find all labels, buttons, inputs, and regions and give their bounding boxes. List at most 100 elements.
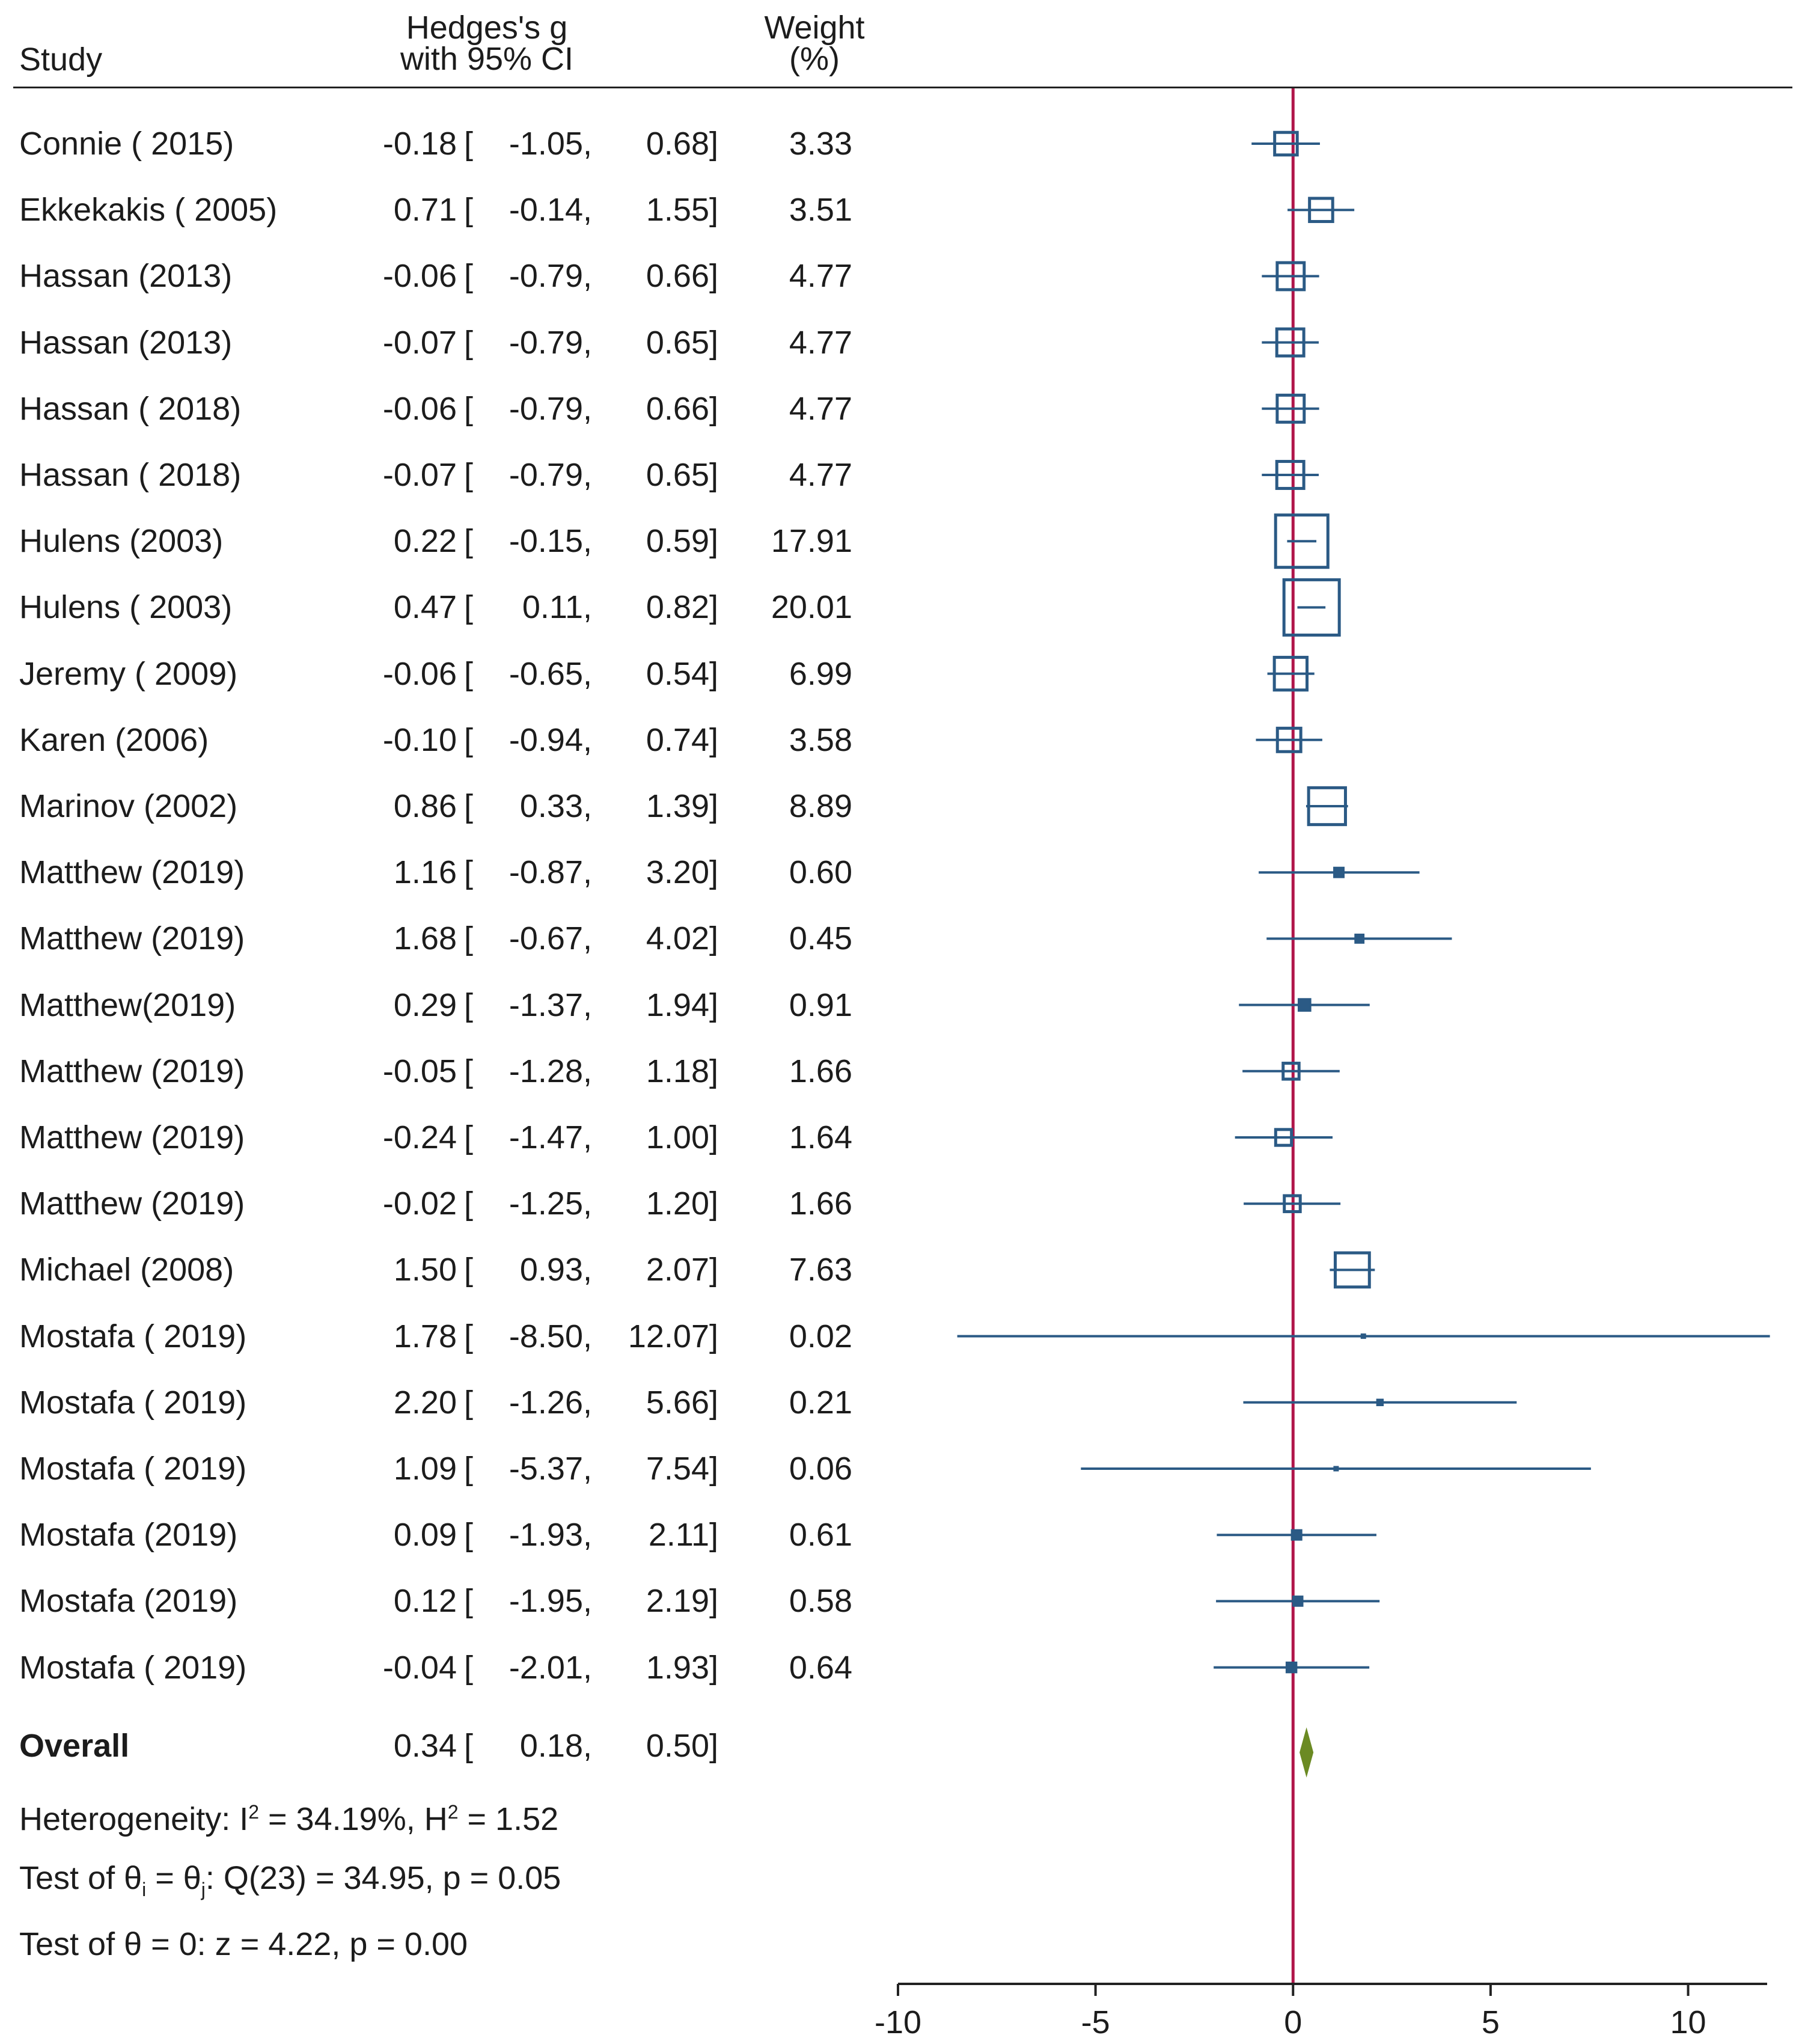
effect-marker [1275, 726, 1303, 753]
weight: 0.06 [789, 1451, 852, 1487]
weight: 3.33 [789, 126, 852, 162]
table-row: Hulens (2003) 0.22[-0.15, 0.59] 17.91 [0, 521, 890, 561]
effect-size: 1.68 [393, 920, 457, 957]
study-name: Jeremy ( 2009) [19, 655, 238, 692]
bracket-open: [ [464, 655, 474, 692]
weight: 20.01 [771, 589, 852, 626]
ci-upper: 1.39] [646, 788, 718, 824]
ci-upper: 0.65] [646, 324, 718, 361]
ci-upper: 2.07] [646, 1252, 718, 1288]
bracket-open: [ [464, 1252, 474, 1288]
bracket-open: [ [464, 1451, 474, 1487]
weight: 0.02 [789, 1318, 852, 1354]
weight: 4.77 [789, 457, 852, 493]
overall-row: Overall 0.34 [ 0.18, 0.50] [0, 1726, 890, 1766]
bracket-open: [ [464, 192, 474, 228]
column-header-weight: Weight (%) [727, 11, 902, 75]
table-row: Hassan ( 2018) -0.06[-0.79, 0.66] 4.77 [0, 389, 890, 429]
effect-marker [1333, 866, 1345, 878]
effect-size: 1.09 [393, 1451, 457, 1487]
table-row: Mostafa ( 2019) 1.09[-5.37, 7.54] 0.06 [0, 1449, 890, 1489]
study-name: Matthew (2019) [19, 1186, 245, 1222]
ci-upper: 4.02] [646, 920, 718, 957]
table-row: Jeremy ( 2009) -0.06[-0.65, 0.54] 6.99 [0, 654, 890, 694]
ci-upper: 3.20] [646, 854, 718, 891]
overall-ci-upper: 0.50] [646, 1728, 718, 1764]
table-row: Matthew (2019) 1.68[-0.67, 4.02] 0.45 [0, 919, 890, 958]
x-tick-label: 0 [1284, 2004, 1302, 2040]
ci-upper: 2.19] [646, 1583, 718, 1620]
ci-upper: 1.55] [646, 192, 718, 228]
effect-marker [1292, 1596, 1304, 1607]
effect-size: 1.78 [393, 1318, 457, 1354]
effect-size: -0.07 [382, 457, 457, 493]
effect-marker [1360, 1333, 1366, 1339]
study-name: Marinov (2002) [19, 788, 238, 824]
bracket-open: [ [464, 1649, 474, 1686]
ci-upper: 0.54] [646, 655, 718, 692]
table-row: Marinov (2002) 0.86[0.33, 1.39] 8.89 [0, 786, 890, 826]
x-tick-label: 10 [1670, 2004, 1706, 2040]
ci-upper: 0.59] [646, 523, 718, 560]
effect-marker [1275, 460, 1306, 490]
ci-upper: 5.66] [646, 1384, 718, 1421]
ci-lower: -1.37, [509, 987, 592, 1023]
study-name: Karen (2006) [19, 721, 209, 758]
ci-upper: 1.20] [646, 1186, 718, 1222]
effect-marker [1307, 786, 1347, 827]
effect-size: 1.16 [393, 854, 457, 891]
ci-upper: 1.94] [646, 987, 718, 1023]
study-name: Connie ( 2015) [19, 126, 234, 162]
table-row: Mostafa ( 2019) 1.78[-8.50, 12.07] 0.02 [0, 1317, 890, 1356]
effect-size: -0.04 [382, 1649, 457, 1686]
table-row: Mostafa ( 2019) -0.04[-2.01, 1.93] 0.64 [0, 1648, 890, 1688]
ci-lower: -0.79, [509, 390, 592, 427]
effect-size: 0.47 [393, 589, 457, 626]
effect-size: 2.20 [393, 1384, 457, 1421]
weight: 0.60 [789, 854, 852, 891]
effect-size: -0.18 [382, 126, 457, 162]
ci-lower: -1.47, [509, 1119, 592, 1155]
ci-lower: -0.87, [509, 854, 592, 891]
homogeneity-test: Test of θi = θj: Q(23) = 34.95, p = 0.05 [19, 1860, 561, 1900]
ci-upper: 1.00] [646, 1119, 718, 1155]
bracket-open: [ [464, 1318, 474, 1354]
effect-marker [1275, 393, 1306, 424]
overall-effect: 0.34 [393, 1728, 457, 1764]
table-row: Karen (2006) -0.10[-0.94, 0.74] 3.58 [0, 720, 890, 760]
bracket-open: [ [464, 1186, 474, 1222]
bracket-open: [ [464, 920, 474, 957]
ci-lower: -0.79, [509, 324, 592, 361]
weight: 1.64 [789, 1119, 852, 1155]
effect-marker [1282, 578, 1341, 637]
bracket-open: [ [464, 457, 474, 493]
ci-upper: 2.11] [648, 1517, 718, 1553]
study-name: Michael (2008) [19, 1252, 234, 1288]
bracket-open: [ [464, 390, 474, 427]
study-name: Hulens (2003) [19, 523, 224, 560]
overall-ci-lower: 0.18, [519, 1728, 592, 1764]
ci-upper: 12.07] [628, 1318, 718, 1354]
effect-marker [1283, 1194, 1302, 1213]
ci-lower: -1.26, [509, 1384, 592, 1421]
ci-upper: 0.66] [646, 258, 718, 295]
effect-size: -0.06 [382, 258, 457, 295]
weight: 17.91 [771, 523, 852, 560]
table-row: Matthew (2019) -0.02[-1.25, 1.20] 1.66 [0, 1184, 890, 1223]
study-name: Hassan (2013) [19, 258, 233, 295]
bracket-open: [ [464, 854, 474, 891]
study-name: Hulens ( 2003) [19, 589, 233, 626]
table-row: Mostafa (2019) 0.09[-1.93, 2.11] 0.61 [0, 1515, 890, 1555]
effect-marker [1273, 130, 1299, 157]
ci-lower: -0.14, [509, 192, 592, 228]
effect-marker [1354, 934, 1365, 944]
study-name: Mostafa ( 2019) [19, 1384, 247, 1421]
ci-lower: -1.95, [509, 1583, 592, 1620]
ci-lower: -5.37, [509, 1451, 592, 1487]
ci-lower: -0.79, [509, 258, 592, 295]
ci-upper: 1.18] [646, 1053, 718, 1089]
ci-lower: -0.94, [509, 721, 592, 758]
table-row: Matthew (2019) -0.05[-1.28, 1.18] 1.66 [0, 1051, 890, 1091]
column-header-study: Study [19, 41, 103, 78]
effect-marker [1333, 1251, 1371, 1289]
